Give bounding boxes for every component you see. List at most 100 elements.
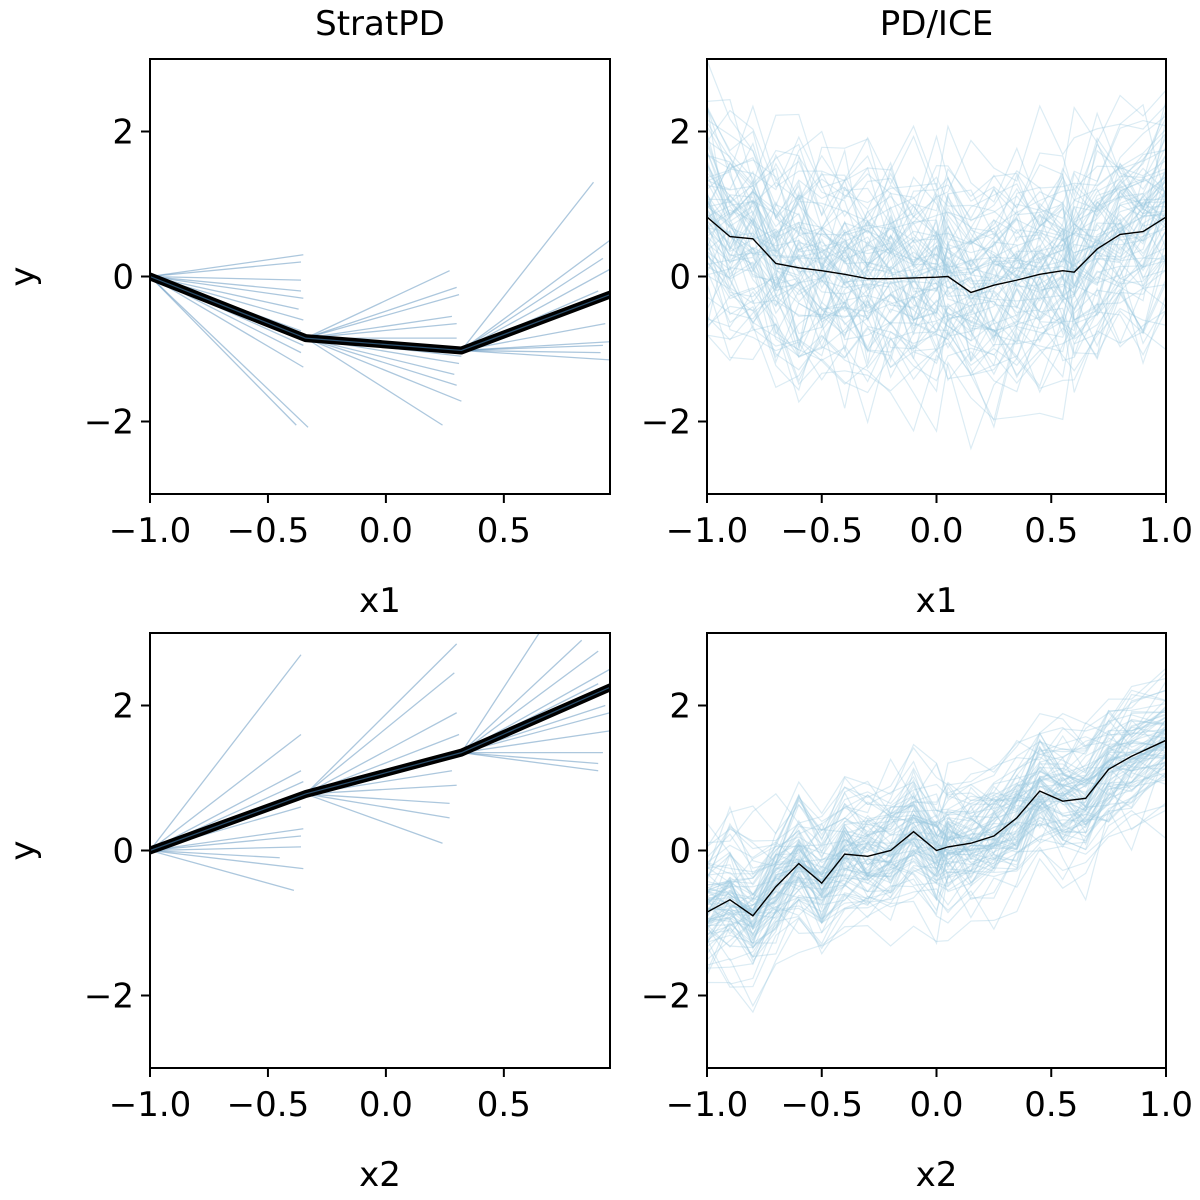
ice-line [707, 715, 1166, 913]
strat-segment [305, 793, 450, 819]
ice-line [707, 689, 1166, 844]
x-axis-label: x1 [359, 581, 401, 621]
strat-segment [305, 793, 443, 844]
ice-line [707, 763, 1166, 972]
ice-line [707, 667, 1166, 848]
strat-segment [305, 643, 458, 795]
ice-line [707, 100, 1166, 250]
strat-segment [460, 239, 610, 351]
plot-area [707, 60, 1166, 451]
ice-line [707, 99, 1166, 198]
ice-line [707, 708, 1166, 886]
ice-line [707, 283, 1166, 433]
ice-line [707, 743, 1166, 932]
ice-line [707, 108, 1166, 233]
ice-line [707, 772, 1166, 949]
y-tick-label: −2 [84, 977, 134, 1017]
strat-segment [461, 349, 610, 361]
strat-segment [150, 654, 302, 851]
strat-segment [150, 849, 280, 859]
strat-segment [150, 275, 302, 292]
ice-line [707, 132, 1166, 304]
strat-segment [150, 276, 309, 428]
ice-line [707, 708, 1166, 917]
strat-segment [305, 286, 457, 339]
ice-line [707, 210, 1166, 361]
ice-line [707, 192, 1166, 362]
ice-line [707, 219, 1166, 344]
x-tick-label: 0.5 [1024, 1085, 1078, 1125]
strat-segment [461, 341, 610, 352]
strat-segment [150, 828, 304, 852]
ice-line [707, 744, 1166, 937]
y-tick-label: 2 [669, 687, 691, 727]
y-tick-label: −2 [641, 403, 691, 443]
ice-line [707, 677, 1166, 848]
ice-line [707, 222, 1166, 393]
strat-segment [305, 784, 457, 795]
ice-line [707, 761, 1166, 988]
ice-line [707, 282, 1166, 369]
ice-line [707, 719, 1166, 900]
ice-line [707, 103, 1166, 229]
ice-line [707, 240, 1166, 392]
ice-line [707, 726, 1166, 941]
strat-segment [150, 276, 297, 426]
ice-line [707, 222, 1166, 349]
y-tick-label: 2 [112, 687, 134, 727]
strat-segment [460, 639, 583, 754]
ice-line [707, 728, 1166, 911]
ice-line [707, 144, 1166, 353]
strat-segment [305, 672, 455, 795]
ice-line [707, 728, 1166, 951]
ice-line [707, 207, 1166, 350]
ice-line [707, 809, 1166, 1008]
ice-line [707, 741, 1166, 915]
x-tick-label: 0.5 [1024, 511, 1078, 551]
strat-segment [461, 751, 599, 772]
ice-line [707, 671, 1166, 866]
ice-line [707, 726, 1166, 886]
ice-line [707, 711, 1166, 904]
ice-line [707, 711, 1166, 896]
strat-segment [150, 849, 304, 870]
strat-segment [461, 349, 601, 354]
ice-line [707, 212, 1166, 341]
ice-line [707, 180, 1166, 348]
ice-line [707, 735, 1166, 899]
pd-line [707, 216, 1166, 294]
ice-line [707, 208, 1166, 345]
ice-line [707, 154, 1166, 246]
ice-line [707, 166, 1166, 314]
ice-line [707, 742, 1166, 922]
x-tick-label: −1.0 [109, 1085, 192, 1125]
strat-segment [305, 322, 457, 339]
ice-line [707, 265, 1166, 393]
pd-line [707, 739, 1166, 917]
x-tick-label: −1.0 [109, 511, 192, 551]
ice-line [707, 179, 1166, 322]
ice-line [707, 167, 1166, 289]
strat-segment [461, 751, 599, 765]
ice-line [707, 761, 1166, 925]
ice-line [707, 230, 1166, 358]
strat-segment [460, 633, 540, 753]
strat-segment [305, 793, 450, 805]
y-tick-label: −2 [84, 403, 134, 443]
ice-line [707, 181, 1166, 336]
panel-ice-x1: −1.0 −0.5 0.0 0.5 1.0 −2 0 2 PD/ICE x1 [641, 4, 1193, 621]
y-tick-label: −2 [641, 977, 691, 1017]
ice-line [707, 754, 1166, 930]
ice-line [707, 703, 1166, 881]
y-tick-label: 0 [112, 258, 134, 298]
ice-line [707, 764, 1166, 935]
y-axis-label: y [3, 840, 43, 860]
ice-line [707, 212, 1166, 321]
ice-line [707, 115, 1166, 255]
ice-line [707, 151, 1166, 325]
ice-line [707, 718, 1166, 917]
ice-line [707, 175, 1166, 363]
ice-line [707, 197, 1166, 338]
strat-segment [150, 275, 301, 281]
ice-line [707, 188, 1166, 285]
